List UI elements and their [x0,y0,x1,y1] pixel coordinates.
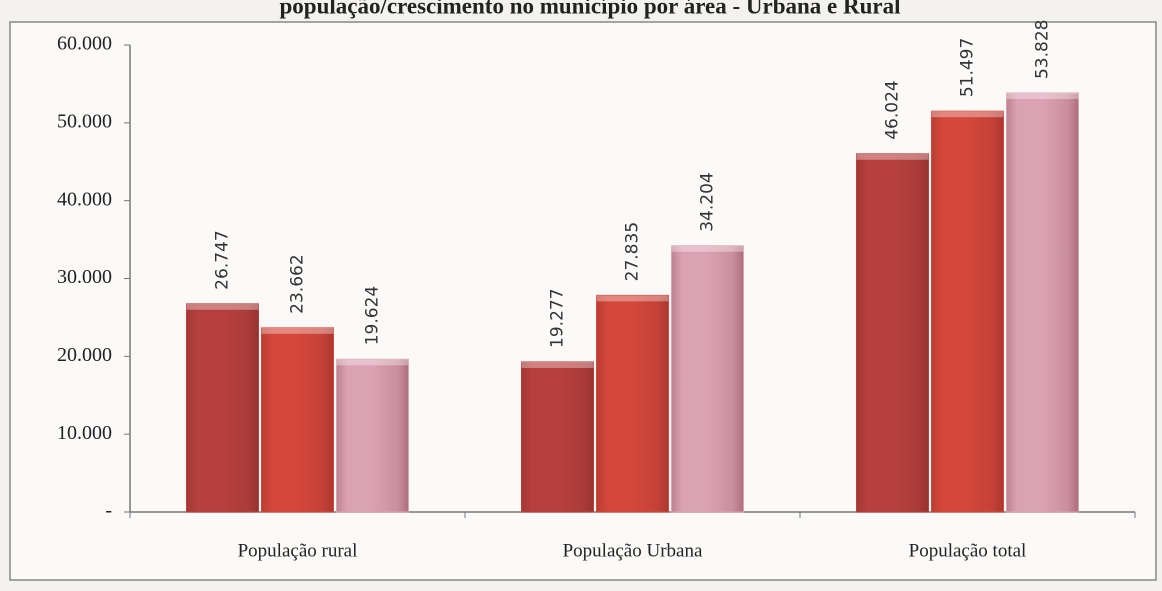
chart-title: população/crescimento no município por á… [280,0,901,18]
value-label: 46.024 [883,80,903,139]
bar [596,294,669,513]
bar-top [856,153,929,160]
value-label: 19.624 [363,286,383,345]
x-tick-label: População total [909,540,1027,561]
x-tick-label: População Urbana [563,540,703,561]
y-tick-label: 60.000 [57,33,112,55]
value-label: 23.662 [288,254,308,313]
y-tick-label: - [105,500,112,522]
y-tick-label: 50.000 [57,110,112,132]
value-label: 27.835 [623,222,643,281]
value-label: 53.828 [1033,20,1053,79]
bar [336,358,409,513]
bar [186,303,259,513]
value-label: 26.747 [213,230,233,289]
value-label: 34.204 [698,172,718,231]
bar [931,110,1004,513]
y-tick-label: 20.000 [57,344,112,366]
bar-top [1006,93,1079,100]
y-tick-label: 10.000 [57,422,112,444]
bar [521,361,594,513]
bar-top [186,303,259,310]
bar [856,153,929,513]
bar [1006,92,1079,513]
bar-top [261,327,334,334]
bar [671,245,744,513]
value-label: 19.277 [548,288,568,347]
x-tick-label: População rural [238,540,358,561]
bar-top [931,111,1004,118]
bar [261,327,334,513]
y-tick-label: 30.000 [57,266,112,288]
y-tick-label: 40.000 [57,188,112,210]
bar-top [521,361,594,368]
bar-top [596,295,669,302]
bar-top [336,359,409,366]
value-label: 51.497 [958,38,978,97]
bar-top [671,245,744,252]
